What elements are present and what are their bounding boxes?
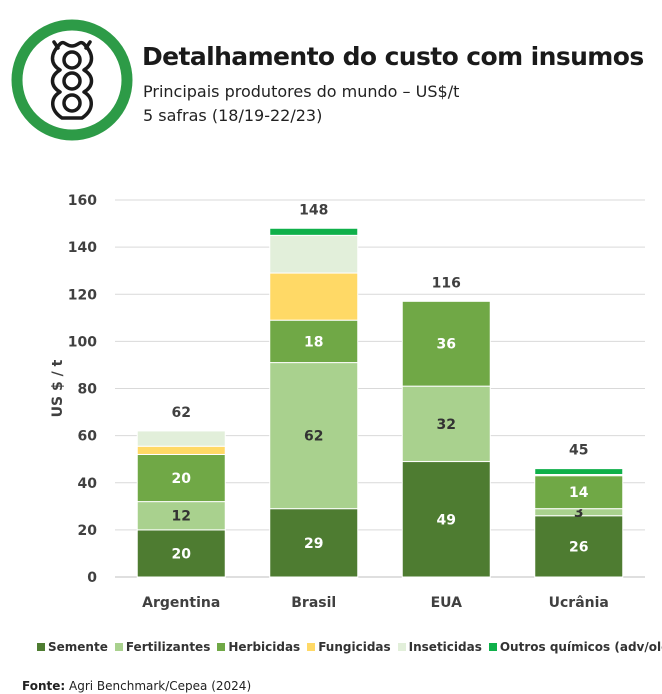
legend-label: Semente bbox=[48, 640, 108, 654]
legend-label: Herbicidas bbox=[228, 640, 301, 654]
data-label: 36 bbox=[437, 337, 456, 353]
legend-swatch bbox=[217, 643, 226, 651]
bar-segment-semente bbox=[401, 461, 491, 578]
total-label: 62 bbox=[172, 405, 191, 421]
data-label: 29 bbox=[304, 536, 323, 552]
bar-segment-herbicidas bbox=[136, 453, 226, 503]
y-tick-label: 0 bbox=[87, 570, 97, 586]
bar-segment-herbicidas bbox=[269, 319, 359, 364]
legend-item-semente: Semente bbox=[37, 640, 108, 654]
data-label: 3 bbox=[574, 505, 584, 521]
soy-logo bbox=[11, 19, 133, 141]
y-axis-label: US $ / t bbox=[50, 359, 66, 417]
source-label: Fonte: bbox=[22, 679, 66, 693]
data-label: 18 bbox=[304, 334, 323, 350]
bar-segment-herbicidas bbox=[401, 300, 491, 387]
legend-swatch bbox=[488, 643, 497, 651]
y-tick-label: 20 bbox=[78, 523, 98, 539]
soybean-pod-icon bbox=[50, 40, 94, 120]
legend-label: Fungicidas bbox=[318, 640, 391, 654]
legend-item-outros: Outros químicos (adv/oleo) bbox=[488, 640, 662, 654]
page-period: 5 safras (18/19-22/23) bbox=[143, 106, 323, 125]
bar-segment-fertilizantes bbox=[136, 501, 226, 531]
data-label: 26 bbox=[569, 539, 588, 555]
bar-segment-fertilizantes bbox=[401, 385, 491, 463]
data-label: 62 bbox=[304, 429, 323, 445]
legend-swatch bbox=[37, 643, 45, 651]
page-subtitle: Principais produtores do mundo – US$/t bbox=[143, 82, 460, 101]
y-tick-label: 100 bbox=[68, 334, 97, 350]
total-label: 45 bbox=[569, 443, 588, 459]
data-label: 20 bbox=[172, 471, 192, 487]
y-tick-label: 160 bbox=[68, 193, 97, 209]
bar-segment-fungicidas bbox=[269, 272, 359, 321]
page-title: Detalhamento do custo com insumos bbox=[142, 42, 644, 71]
total-label: 116 bbox=[432, 275, 461, 291]
legend-label: Fertilizantes bbox=[125, 640, 211, 654]
legend-item-inseticidas: Inseticidas bbox=[397, 640, 482, 654]
bar-segment-outros bbox=[534, 468, 624, 476]
y-tick-label: 80 bbox=[78, 382, 98, 398]
logo-ring bbox=[11, 19, 133, 141]
data-label: 14 bbox=[569, 485, 589, 501]
x-tick-label: Brasil bbox=[291, 595, 336, 611]
legend-item-fungicidas: Fungicidas bbox=[307, 640, 391, 654]
x-tick-label: Argentina bbox=[142, 595, 220, 611]
bar-segment-semente bbox=[136, 529, 226, 578]
data-label: 20 bbox=[172, 546, 192, 562]
bar-segment-outros bbox=[269, 227, 359, 236]
chart-legend: Semente Fertilizantes Herbicidas Fungici… bbox=[37, 640, 662, 654]
x-tick-label: EUA bbox=[431, 595, 463, 611]
bar-segment-fungicidas bbox=[136, 445, 226, 455]
source-text: Agri Benchmark/Cepea (2024) bbox=[65, 679, 252, 693]
x-tick-label: Ucrânia bbox=[549, 595, 609, 611]
legend-item-fertilizantes: Fertilizantes bbox=[114, 640, 211, 654]
y-tick-label: 60 bbox=[78, 429, 98, 445]
data-label: 49 bbox=[437, 512, 456, 528]
legend-swatch bbox=[114, 643, 123, 651]
legend-label: Inseticidas bbox=[408, 640, 482, 654]
y-tick-label: 120 bbox=[68, 287, 97, 303]
bar-segment-semente bbox=[534, 515, 624, 578]
source-note: Fonte: Agri Benchmark/Cepea (2024) bbox=[22, 679, 251, 693]
y-tick-label: 140 bbox=[68, 240, 97, 256]
total-label: 148 bbox=[299, 202, 328, 218]
y-tick-label: 40 bbox=[78, 476, 98, 492]
bar-segment-inseticidas bbox=[136, 430, 226, 447]
legend-swatch bbox=[307, 643, 316, 651]
bar-segment-semente bbox=[269, 508, 359, 578]
data-label: 32 bbox=[437, 417, 456, 433]
legend-swatch bbox=[397, 643, 406, 651]
bar-segment-inseticidas bbox=[269, 234, 359, 274]
legend-item-herbicidas: Herbicidas bbox=[217, 640, 300, 654]
data-label: 12 bbox=[172, 509, 191, 525]
legend-label: Outros químicos (adv/oleo) bbox=[499, 640, 662, 654]
bar-segment-herbicidas bbox=[534, 475, 624, 510]
